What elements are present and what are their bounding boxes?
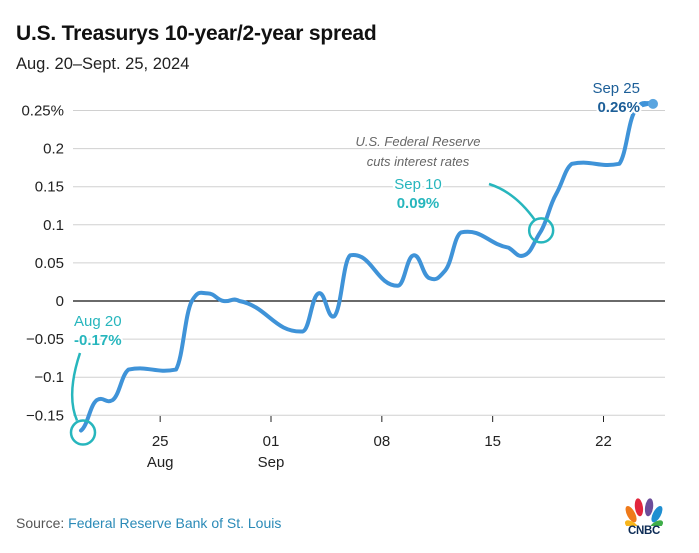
data-point <box>222 299 226 303</box>
y-axis: 0.25% 0.2 0.15 0.1 0.05 0 −0.05 −0.1 −0.15 <box>21 103 64 425</box>
end-value-label: 0.26% <box>597 99 640 116</box>
y-tick-label: 0.1 <box>43 217 64 234</box>
x-tick-label: 08 <box>373 433 390 450</box>
end-date-label: Sep 25 <box>592 80 640 97</box>
data-point <box>190 299 194 303</box>
data-point <box>554 192 558 196</box>
data-point <box>570 162 574 166</box>
series-layer <box>79 100 653 433</box>
y-tick-label: −0.1 <box>34 369 64 386</box>
y-tick-label: 0.05 <box>35 255 64 272</box>
x-axis: 25 Aug 01 Sep 08 15 22 <box>147 416 612 471</box>
x-tick-label: 22 <box>595 433 612 450</box>
source-note: Source: Federal Reserve Bank of St. Loui… <box>16 515 281 531</box>
data-point <box>174 368 178 372</box>
start-marker-circle <box>69 419 97 446</box>
spread-line <box>79 100 653 433</box>
x-tick-label: 01 <box>263 433 280 450</box>
x-tick-label: 15 <box>484 433 501 450</box>
data-point <box>95 398 99 402</box>
x-tick-sublabel: Sep <box>258 454 285 471</box>
data-point <box>237 299 241 303</box>
fed-cut-date-label: Sep 10 <box>394 176 442 193</box>
data-point <box>443 269 447 273</box>
data-point <box>412 253 416 257</box>
data-point <box>79 429 83 433</box>
y-tick-label: 0.2 <box>43 141 64 158</box>
fed-cut-value-label: 0.09% <box>397 195 440 212</box>
y-tick-label: 0.25% <box>21 103 64 120</box>
fed-cut-note-line1: U.S. Federal Reserve <box>356 134 481 149</box>
start-leader-line <box>70 352 82 422</box>
data-point <box>507 246 511 250</box>
data-point <box>538 230 542 234</box>
y-tick-label: 0.15 <box>35 179 64 196</box>
fed-cut-note-line2: cuts interest rates <box>367 154 470 169</box>
y-tick-label: −0.15 <box>26 407 64 424</box>
data-point <box>111 398 115 402</box>
y-tick-label: 0 <box>56 293 64 310</box>
grid-layer <box>73 110 665 416</box>
source-prefix: Source: <box>16 515 69 531</box>
source-link[interactable]: Federal Reserve Bank of St. Louis <box>68 515 282 531</box>
chart-subtitle: Aug. 20–Sept. 25, 2024 <box>16 55 190 73</box>
data-point <box>127 368 131 372</box>
chart-title: U.S. Treasurys 10-year/2-year spread <box>16 22 377 45</box>
data-point <box>522 253 526 257</box>
data-point <box>396 284 400 288</box>
start-value-label: -0.17% <box>74 332 122 349</box>
peacock-icon <box>624 498 664 532</box>
annotations-layer: U.S. Federal Reserve cuts interest rates S… <box>69 80 658 446</box>
data-point <box>348 253 352 257</box>
data-point <box>427 276 431 280</box>
fed-cut-marker-circle <box>527 217 555 244</box>
cnbc-logo: CNBC <box>622 498 666 544</box>
data-point <box>317 291 321 295</box>
data-point <box>206 291 210 295</box>
end-marker-dot <box>648 98 658 109</box>
data-point <box>459 230 463 234</box>
y-tick-label: −0.05 <box>26 331 64 348</box>
data-point <box>301 329 305 333</box>
logo-text: CNBC <box>627 525 661 537</box>
x-tick-label: 25 <box>152 433 169 450</box>
data-point <box>332 314 336 318</box>
data-point <box>617 162 621 166</box>
start-date-label: Aug 20 <box>74 313 122 330</box>
x-tick-sublabel: Aug <box>147 454 174 471</box>
fed-cut-leader-line <box>488 182 537 222</box>
